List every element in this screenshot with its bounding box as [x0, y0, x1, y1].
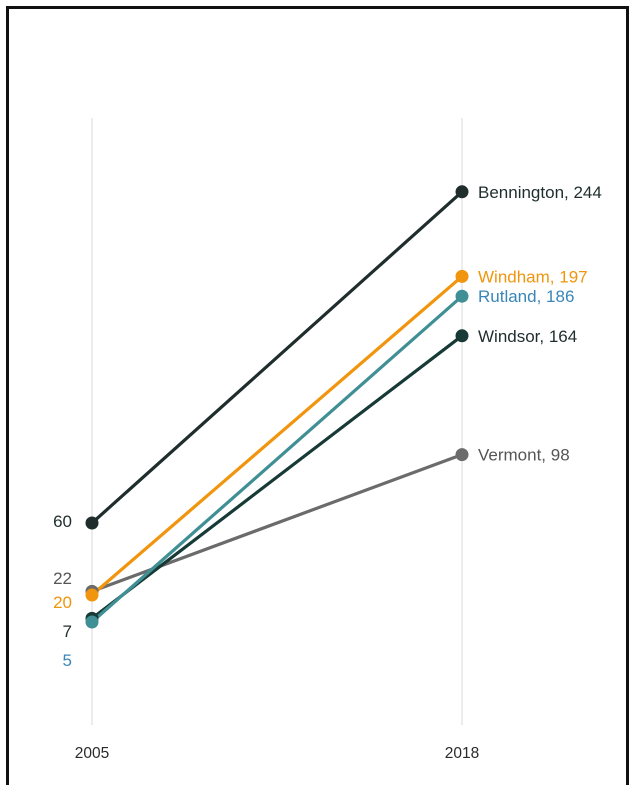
point-vermont-2018	[455, 448, 469, 462]
series-lines	[90, 190, 464, 624]
end-label-rutland: Rutland, 186	[478, 287, 574, 306]
end-label-bennington: Bennington, 244	[478, 183, 602, 202]
x-tick-2005: 2005	[75, 745, 109, 762]
start-label-windsor: 7	[63, 622, 72, 641]
point-windham-2018	[455, 269, 469, 283]
start-label-rutland: 5	[63, 651, 72, 670]
point-rutland-2005	[85, 615, 99, 629]
series-points	[85, 185, 469, 629]
line-windham	[90, 274, 464, 597]
chart-frame	[6, 6, 629, 785]
start-label-vermont: 22	[53, 569, 72, 588]
start-label-bennington: 60	[53, 512, 72, 531]
point-rutland-2018	[455, 289, 469, 303]
end-label-windham: Windham, 197	[478, 267, 588, 286]
end-label-windsor: Windsor, 164	[478, 327, 577, 346]
line-windsor	[90, 334, 464, 621]
x-axis-ticks: 2005 2018	[75, 745, 479, 762]
point-bennington-2005	[85, 516, 99, 530]
start-label-windham: 20	[53, 593, 72, 612]
point-bennington-2018	[455, 185, 469, 199]
point-windsor-2018	[455, 329, 469, 343]
gridlines	[91, 118, 463, 725]
line-bennington	[90, 190, 464, 525]
x-tick-2018: 2018	[445, 745, 479, 762]
point-windham-2005	[85, 588, 99, 602]
series-labels: Bennington, 244 60 Windham, 197 20 Rutland, …	[53, 183, 602, 670]
end-label-vermont: Vermont, 98	[478, 446, 570, 465]
line-rutland	[90, 294, 464, 624]
